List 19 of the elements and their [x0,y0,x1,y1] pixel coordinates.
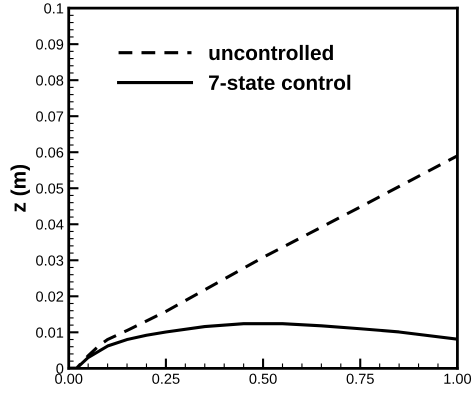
y-tick-label: 0.1 [44,3,64,14]
y-tick-label: 0.04 [36,219,64,230]
y-axis-title: z (m) [10,164,30,212]
x-tick-label: 1.00 [444,374,472,384]
x-tick-label: 0.75 [346,374,374,384]
y-tick-label: 0.01 [36,327,64,338]
y-tick-label: 0.03 [36,255,64,266]
y-tick-label: 0.02 [36,291,64,302]
x-tick-label: 0.50 [249,374,277,384]
y-tick-label: 0.08 [36,75,64,86]
y-tick-label: 0.06 [36,147,64,158]
y-tick-label: 0 [56,363,64,374]
legend-label: uncontrolled [209,44,333,60]
y-tick-label: 0.05 [36,183,64,194]
y-tick-label: 0.07 [36,111,64,122]
y-tick-label: 0.09 [36,39,64,50]
x-tick-label: 0.25 [152,374,180,384]
legend-label: 7-state control [209,74,350,90]
x-tick-label: 0.00 [55,374,82,384]
